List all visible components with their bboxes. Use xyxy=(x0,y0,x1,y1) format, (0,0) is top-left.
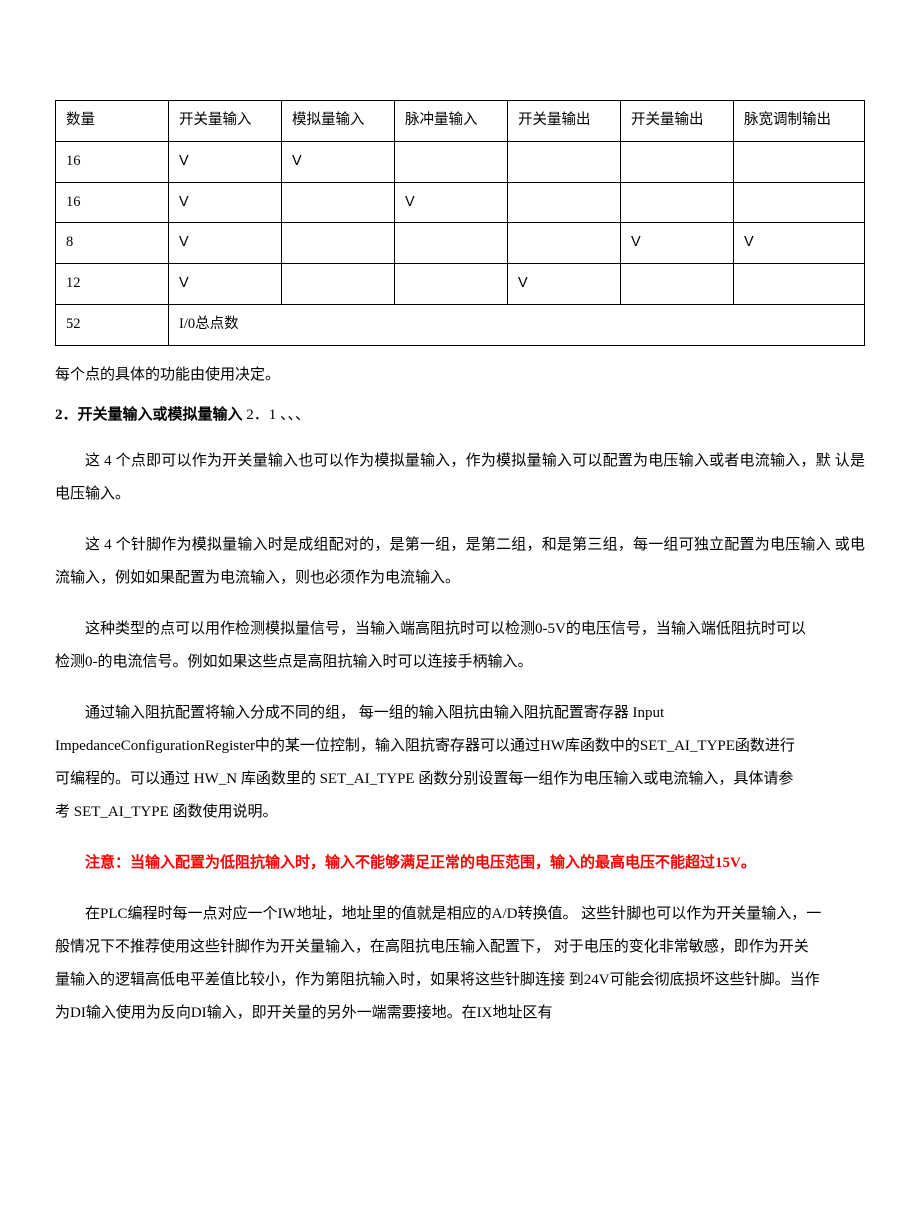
paragraph: 为DI输入使用为反向DI输入，即开关量的另外一端需要接地。在IX地址区有 xyxy=(55,997,865,1030)
paragraph: 通过输入阻抗配置将输入分成不同的组， 每一组的输入阻抗由输入阻抗配置寄存器 In… xyxy=(55,697,865,730)
paragraph: 这 4 个针脚作为模拟量输入时是成组配对的，是第一组，是第二组，和是第三组，每一… xyxy=(55,529,865,595)
cell xyxy=(395,223,508,264)
cell: V xyxy=(734,223,865,264)
paragraph: 检测0-的电流信号。例如如果这些点是高阻抗输入时可以连接手柄输入。 xyxy=(55,646,865,679)
th-do1: 开关量输出 xyxy=(508,101,621,142)
table-row: 16 V V xyxy=(56,182,865,223)
cell: 12 xyxy=(56,264,169,305)
paragraph: ImpedanceConfigurationRegister中的某一位控制，输入… xyxy=(55,730,865,763)
cell: V xyxy=(169,264,282,305)
cell: V xyxy=(169,182,282,223)
cell: 8 xyxy=(56,223,169,264)
paragraph: 可编程的。可以通过 HW_N 库函数里的 SET_AI_TYPE 函数分别设置每… xyxy=(55,763,865,796)
th-ai: 模拟量输入 xyxy=(282,101,395,142)
cell xyxy=(508,182,621,223)
cell xyxy=(621,141,734,182)
paragraph: 量输入的逻辑高低电平差值比较小，作为第阻抗输入时，如果将这些针脚连接 到24V可… xyxy=(55,964,865,997)
cell: V xyxy=(282,141,395,182)
cell: V xyxy=(395,182,508,223)
section-title: 2．开关量输入或模拟量输入 2．1 、、、 xyxy=(55,404,865,427)
paragraph: 这 4 个点即可以作为开关量输入也可以作为模拟量输入，作为模拟量输入可以配置为电… xyxy=(55,445,865,511)
paragraph: 这种类型的点可以用作检测模拟量信号，当输入端高阻抗时可以检测0-5V的电压信号，… xyxy=(55,613,865,646)
document-page: 数量 开关量输入 模拟量输入 脉冲量输入 开关量输出 开关量输出 脉宽调制输出 … xyxy=(0,0,920,1231)
cell: V xyxy=(508,264,621,305)
cell-total-label: I/0总点数 xyxy=(169,304,865,345)
cell xyxy=(282,182,395,223)
cell xyxy=(508,141,621,182)
cell xyxy=(734,182,865,223)
cell xyxy=(508,223,621,264)
io-table: 数量 开关量输入 模拟量输入 脉冲量输入 开关量输出 开关量输出 脉宽调制输出 … xyxy=(55,100,865,346)
cell xyxy=(734,264,865,305)
cell xyxy=(621,264,734,305)
table-row: 8 V V V xyxy=(56,223,865,264)
paragraph: 在PLC编程时每一点对应一个IW地址，地址里的值就是相应的A/D转换值。 这些针… xyxy=(55,898,865,931)
cell xyxy=(395,264,508,305)
th-do2: 开关量输出 xyxy=(621,101,734,142)
cell xyxy=(282,223,395,264)
cell: V xyxy=(169,223,282,264)
cell: 16 xyxy=(56,141,169,182)
section-title-tail: 2．1 、、、 xyxy=(243,407,311,423)
cell: 16 xyxy=(56,182,169,223)
cell xyxy=(282,264,395,305)
paragraph: 考 SET_AI_TYPE 函数使用说明。 xyxy=(55,796,865,829)
paragraph: 般情况下不推荐使用这些针脚作为开关量输入，在高阻抗电压输入配置下， 对于电压的变… xyxy=(55,931,865,964)
cell xyxy=(621,182,734,223)
warning-text: 注意：当输入配置为低阻抗输入时，输入不能够满足正常的电压范围，输入的最高电压不能… xyxy=(85,855,756,871)
table-row-total: 52 I/0总点数 xyxy=(56,304,865,345)
th-pulse: 脉冲量输入 xyxy=(395,101,508,142)
table-caption: 每个点的具体的功能由使用决定。 xyxy=(55,364,865,387)
table-row: 16 V V xyxy=(56,141,865,182)
th-qty: 数量 xyxy=(56,101,169,142)
section-title-bold: 2．开关量输入或模拟量输入 xyxy=(55,407,243,423)
cell xyxy=(395,141,508,182)
cell-total-qty: 52 xyxy=(56,304,169,345)
table-header-row: 数量 开关量输入 模拟量输入 脉冲量输入 开关量输出 开关量输出 脉宽调制输出 xyxy=(56,101,865,142)
cell xyxy=(734,141,865,182)
table-row: 12 V V xyxy=(56,264,865,305)
cell: V xyxy=(621,223,734,264)
warning-paragraph: 注意：当输入配置为低阻抗输入时，输入不能够满足正常的电压范围，输入的最高电压不能… xyxy=(55,847,865,880)
th-di: 开关量输入 xyxy=(169,101,282,142)
cell: V xyxy=(169,141,282,182)
th-pwm: 脉宽调制输出 xyxy=(734,101,865,142)
